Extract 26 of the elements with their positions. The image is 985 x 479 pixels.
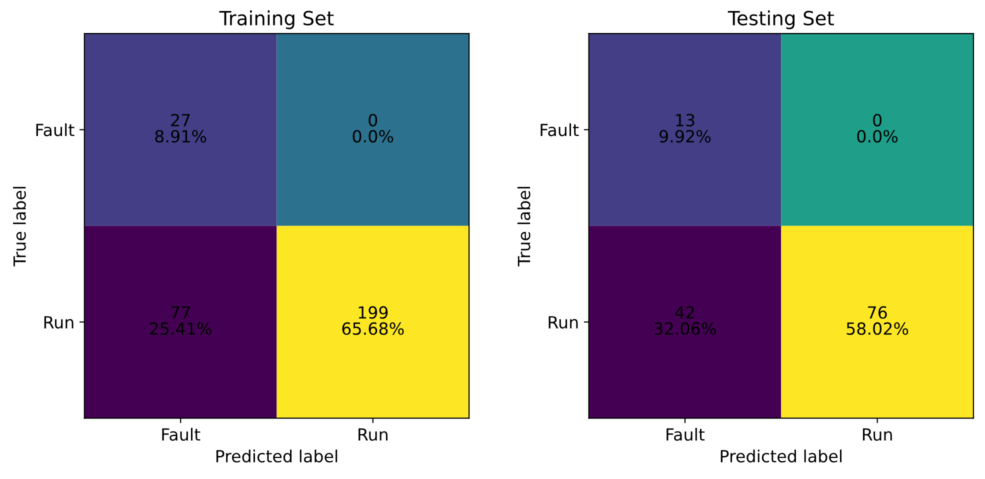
annotation: 32.06% [654, 322, 716, 335]
annotation: 0.0% [857, 130, 898, 143]
x-tick-label: Fault [666, 428, 705, 441]
annotation: 8.91% [155, 130, 206, 143]
x-axis-title: Predicted label [216, 450, 338, 462]
data-label: 76 [868, 306, 887, 319]
x-tick-label: Run [358, 428, 388, 441]
data-label: 0 [368, 114, 378, 126]
x-axis-title: Predicted label [720, 450, 842, 462]
annotation: 0.0% [352, 130, 394, 143]
annotation: 25.41% [150, 322, 212, 335]
y-axis-title: True label [517, 186, 530, 266]
annotation: 9.92% [660, 130, 711, 143]
chart-title: Training Set [219, 10, 334, 30]
annotation: 65.68% [342, 322, 404, 335]
chart-title: Testing Set [728, 10, 834, 30]
data-label: 199 [358, 306, 388, 319]
data-label: 42 [675, 306, 694, 319]
data-label: 0 [873, 114, 882, 126]
x-tick-label: Fault [162, 428, 200, 441]
annotation: 58.02% [846, 322, 908, 335]
data-label: 27 [171, 114, 190, 126]
x-tick-label: Run [862, 428, 892, 441]
data-label: 13 [676, 114, 694, 126]
y-axis-title: True label [13, 186, 26, 266]
data-label: 77 [171, 306, 190, 319]
